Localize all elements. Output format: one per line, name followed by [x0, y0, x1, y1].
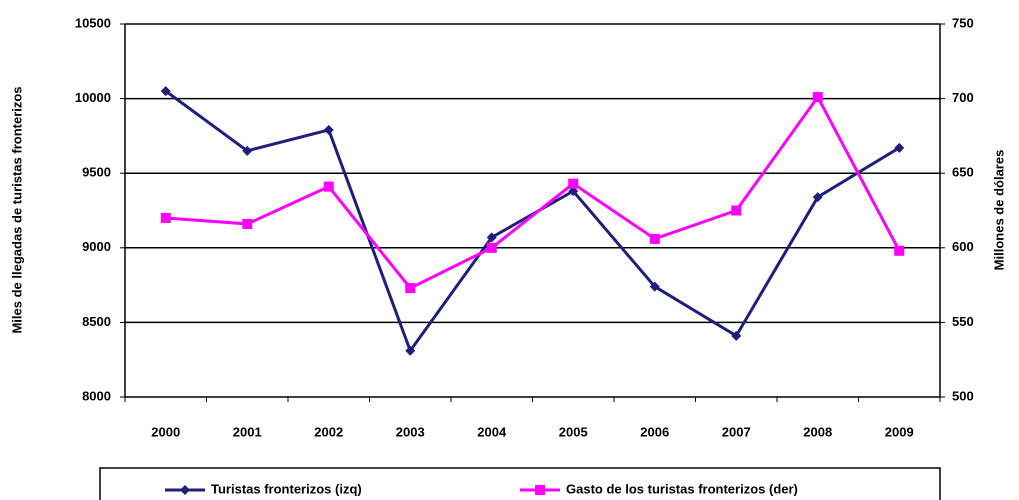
y2-tick-label: 750	[952, 15, 974, 30]
y2-axis-title: Millones de dólares	[991, 150, 1006, 271]
point	[323, 181, 334, 192]
y2-tick-label: 650	[952, 165, 974, 180]
point	[649, 233, 660, 244]
x-tick-label: 2008	[803, 424, 832, 439]
y-tick-label: 10500	[75, 15, 111, 30]
legend-label: Gasto de los turistas fronterizos (der)	[566, 481, 798, 496]
point	[486, 232, 497, 243]
x-tick-label: 2005	[559, 424, 588, 439]
point	[486, 242, 497, 253]
y2-tick-label: 500	[952, 388, 974, 403]
point	[649, 281, 660, 292]
series-line	[165, 94, 901, 290]
x-tick-label: 2007	[722, 424, 751, 439]
point	[323, 124, 334, 135]
x-tick-label: 2001	[233, 424, 262, 439]
point	[242, 145, 253, 156]
point	[160, 86, 171, 97]
point	[160, 212, 171, 223]
legend-box	[99, 467, 941, 500]
x-tick-label: 2006	[640, 424, 669, 439]
legend-marker	[535, 485, 545, 495]
y-tick-label: 10000	[75, 90, 111, 105]
y-tick-label: 9500	[82, 165, 111, 180]
x-tick-label: 2009	[885, 424, 914, 439]
y-tick-label: 8000	[82, 388, 111, 403]
series-line	[164, 89, 901, 354]
point	[405, 283, 416, 294]
y2-tick-label: 550	[952, 314, 974, 329]
point	[812, 92, 823, 103]
point	[568, 178, 579, 189]
y2-tick-label: 600	[952, 239, 974, 254]
legend-marker	[180, 485, 190, 495]
point	[731, 205, 742, 216]
y-tick-label: 9000	[82, 239, 111, 254]
y-tick-label: 8500	[82, 314, 111, 329]
point	[894, 142, 905, 153]
point	[242, 218, 253, 229]
point	[731, 330, 742, 341]
point	[405, 345, 416, 356]
point	[894, 245, 905, 256]
legend-label: Turistas fronterizos (izq)	[211, 481, 362, 496]
y2-tick-label: 700	[952, 90, 974, 105]
y-axis-title: Miles de llegadas de turistas fronterizo…	[9, 86, 24, 333]
point	[812, 192, 823, 203]
x-tick-label: 2004	[477, 424, 507, 439]
x-tick-label: 2000	[151, 424, 180, 439]
x-tick-label: 2003	[396, 424, 425, 439]
x-tick-label: 2002	[314, 424, 343, 439]
